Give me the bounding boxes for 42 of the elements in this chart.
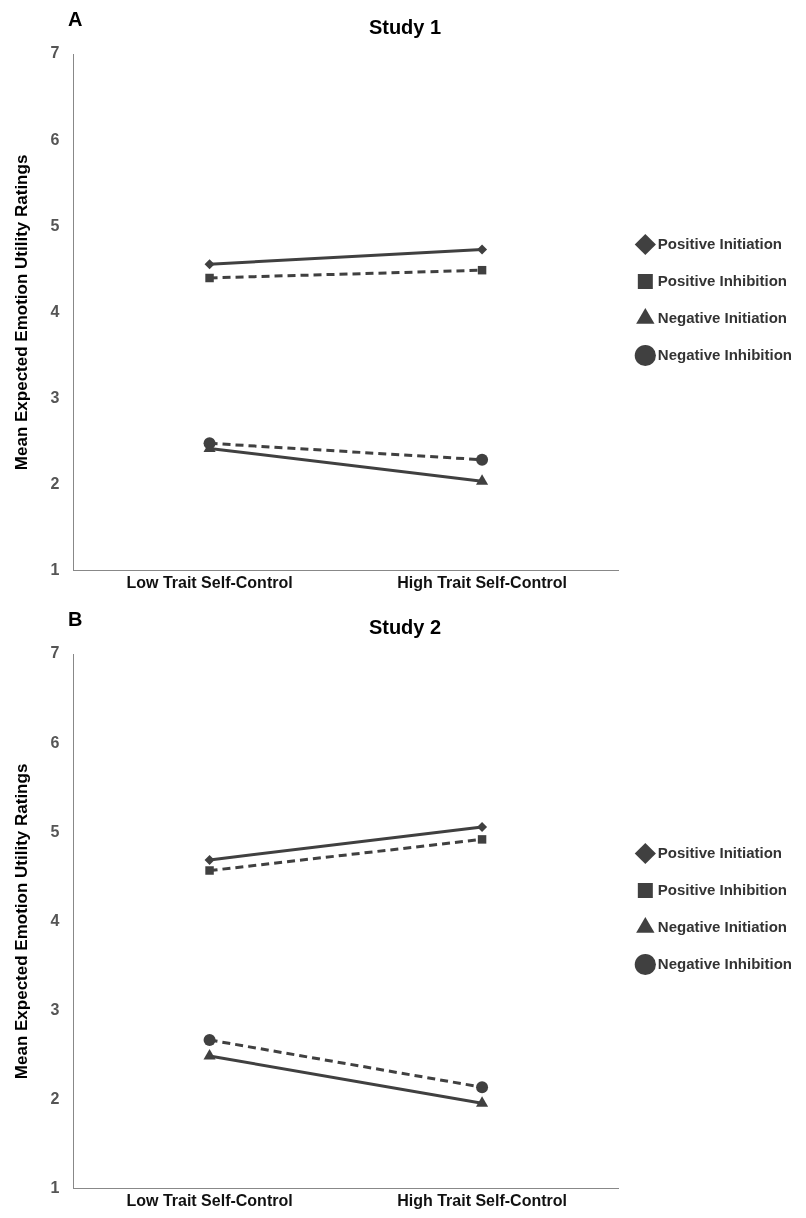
point — [204, 259, 215, 270]
y-tick-label: 6 — [50, 733, 60, 751]
x-tick-label: Low Trait Self-Control — [126, 1191, 293, 1209]
chart-title: Study 2 — [368, 615, 442, 638]
y-tick-label: 7 — [50, 44, 60, 62]
legend-label: Negative Inhibition — [657, 345, 793, 363]
y-axis-title: Mean Expected Emotion Utility Ratings — [11, 154, 31, 471]
text: A — [68, 7, 83, 30]
y-axis-title: Mean Expected Emotion Utility Ratings — [11, 763, 31, 1080]
y-tick-label: 2 — [50, 475, 60, 493]
y-tick-label: 1 — [50, 561, 60, 579]
point — [205, 866, 214, 875]
point — [477, 835, 487, 844]
y-tick-label: 3 — [50, 1000, 60, 1018]
legend-label: Positive Inhibition — [657, 271, 787, 289]
text: B — [68, 607, 83, 630]
y-tick-label: 7 — [50, 644, 60, 662]
point — [476, 1081, 489, 1094]
legend-label: Positive Inhibition — [657, 880, 787, 898]
legend-label: Negative Initiation — [657, 308, 788, 326]
y-tick-label: 5 — [50, 216, 60, 234]
legend-label: Negative Initiation — [657, 917, 788, 935]
point — [204, 854, 215, 865]
point — [477, 821, 488, 832]
chart-title: Study 1 — [368, 15, 442, 38]
point — [203, 1033, 216, 1046]
y-tick-label: 1 — [50, 1179, 60, 1197]
y-tick-label: 3 — [50, 388, 60, 406]
point — [205, 273, 214, 283]
y-tick-label: 4 — [50, 302, 60, 320]
y-tick-label: 5 — [50, 822, 60, 840]
point — [476, 453, 489, 466]
point — [477, 244, 488, 255]
x-tick-label: High Trait Self-Control — [397, 1191, 567, 1209]
x-tick-label: High Trait Self-Control — [397, 573, 567, 591]
y-tick-label: 2 — [50, 1090, 60, 1108]
y-tick-label: 4 — [50, 911, 60, 929]
legend-label: Positive Initiation — [657, 234, 783, 252]
legend-label: Negative Inhibition — [657, 954, 793, 972]
x-tick-label: Low Trait Self-Control — [126, 573, 293, 591]
legend-label: Positive Initiation — [657, 843, 783, 861]
y-tick-label: 6 — [50, 130, 60, 148]
